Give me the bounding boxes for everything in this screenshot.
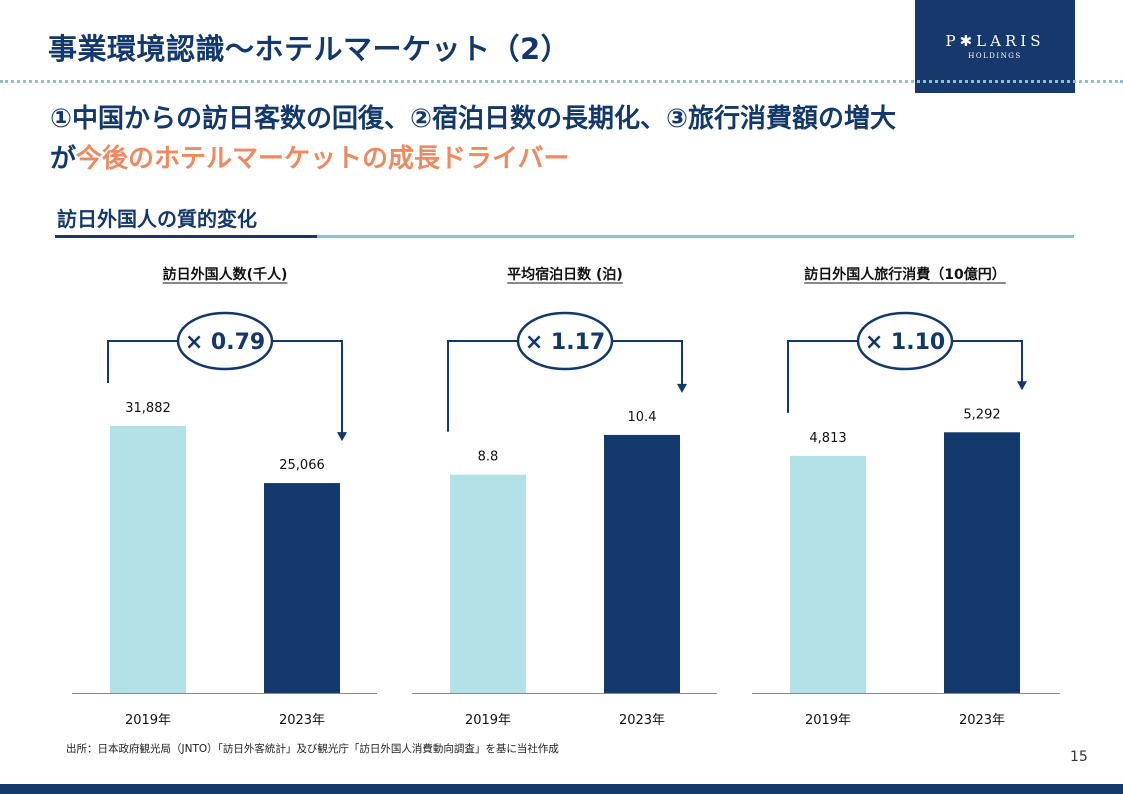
logo-subtitle: HOLDINGS <box>968 52 1022 60</box>
value-label: 8.8 <box>478 450 499 465</box>
chart-title: 訪日外国人数(千人) <box>163 266 288 283</box>
chart-1: 訪日外国人数(千人) 31,882 2019年 25,066 2023年 × 0.79 <box>72 266 377 728</box>
section-title: 訪日外国人の質的変化 <box>57 207 257 231</box>
headline-line-1: ①中国からの訪日客数の回復、②宿泊日数の長期化、③旅行消費額の増大 <box>50 104 897 134</box>
chart-3: 訪日外国人旅行消費（10億円） 4,813 2019年 5,292 2023年 × 1.1… <box>752 266 1060 728</box>
company-logo: P✱LARIS HOLDINGS <box>915 0 1075 93</box>
category-label: 2023年 <box>619 713 665 728</box>
chart-title: 訪日外国人旅行消費（10億円） <box>804 266 1005 283</box>
category-label: 2019年 <box>805 713 851 728</box>
value-label: 5,292 <box>963 407 1000 422</box>
header-divider <box>0 80 1123 83</box>
category-label: 2023年 <box>959 713 1005 728</box>
arrow-down-icon <box>677 383 687 393</box>
bracket-right <box>612 340 683 385</box>
category-label: 2023年 <box>279 713 325 728</box>
value-label: 31,882 <box>125 401 171 416</box>
multiplier-label: × 0.79 <box>185 330 265 355</box>
page-title: 事業環境認識～ホテルマーケット（2） <box>48 32 571 66</box>
bar-2023 <box>604 434 680 693</box>
value-label: 25,066 <box>279 458 325 473</box>
bracket-left <box>787 340 858 413</box>
value-label: 10.4 <box>628 410 657 425</box>
category-label: 2019年 <box>465 713 511 728</box>
logo-name: P✱LARIS <box>945 32 1045 50</box>
arrow-down-icon <box>337 432 347 442</box>
multiplier-label: × 1.17 <box>525 330 605 355</box>
page-number: 15 <box>1070 749 1088 765</box>
bracket-right <box>272 340 343 434</box>
source-footnote: 出所：日本政府観光局（JNTO）「訪日外客統計」及び観光庁「訪日外国人消費動向調… <box>66 743 559 755</box>
bracket-left <box>447 340 518 432</box>
bracket-right <box>952 340 1023 383</box>
bracket-left <box>107 340 178 383</box>
headline-accent: 今後のホテルマーケットの成長ドライバー <box>76 144 570 174</box>
category-label: 2019年 <box>125 713 171 728</box>
multiplier-ellipse <box>176 311 274 371</box>
bar-2019 <box>790 455 866 693</box>
arrow-down-icon <box>1017 381 1027 391</box>
bar-2019 <box>450 474 526 693</box>
multiplier-ellipse <box>516 311 614 371</box>
section-underline-dark <box>55 235 317 238</box>
multiplier-label: × 1.10 <box>865 330 945 355</box>
bar-2019 <box>110 425 186 693</box>
headline-line-2: が今後のホテルマーケットの成長ドライバー <box>50 138 570 175</box>
section-underline-light <box>317 235 1074 238</box>
bar-2023 <box>264 483 340 693</box>
chart-title: 平均宿泊日数 (泊) <box>507 266 623 283</box>
value-label: 4,813 <box>809 431 846 446</box>
multiplier-ellipse <box>856 311 954 371</box>
bottom-bar <box>0 784 1123 794</box>
headline-prefix: が <box>50 144 77 174</box>
chart-2: 平均宿泊日数 (泊) 8.8 2019年 10.4 2023年 × 1.17 <box>412 266 717 728</box>
bar-2023 <box>944 432 1020 693</box>
